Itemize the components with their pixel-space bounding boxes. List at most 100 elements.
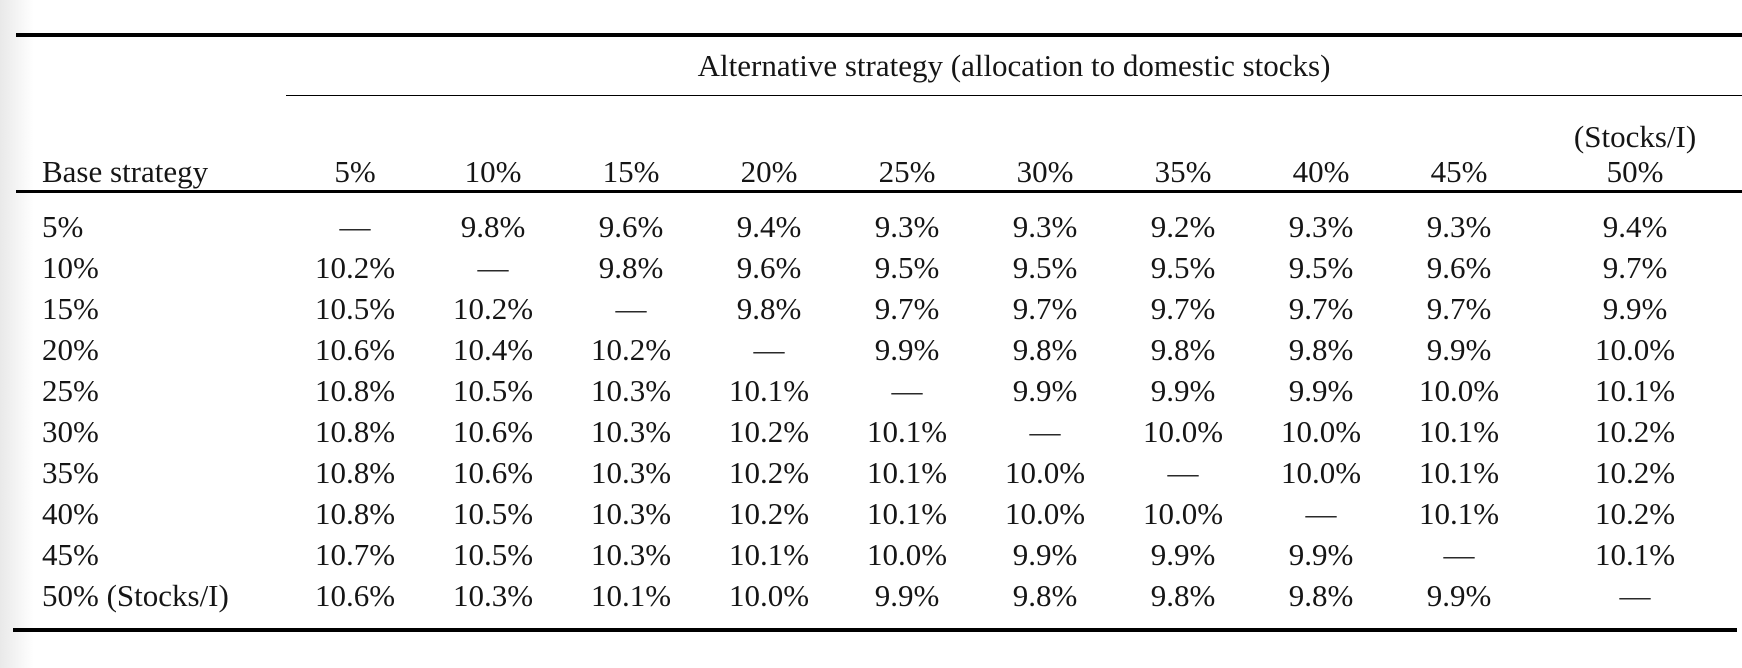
table-cell: 10.0% (1142, 495, 1224, 531)
table-cell: 9.6% (598, 208, 664, 244)
table-bottom-rule (13, 628, 1737, 632)
table-cell: 10.1% (866, 413, 948, 449)
table-cell: 10.6% (452, 454, 534, 490)
table-row: 35% 10.8% 10.6% 10.3% 10.2% 10.1% 10.0% — 10.0% 1… (16, 452, 1742, 493)
table-cell: 9.9% (1012, 536, 1078, 572)
table-cell: 9.9% (874, 577, 940, 613)
table-cell: 10.5% (452, 495, 534, 531)
column-header: 25% (878, 154, 936, 190)
column-header: 5% (334, 154, 376, 190)
table-cell: 9.8% (460, 208, 526, 244)
column-header-row: Base strategy 5% 10% 15% 20% 25% 30% 35%… (16, 96, 1742, 200)
table-cell: 10.5% (452, 536, 534, 572)
table-cell: 9.9% (1150, 536, 1216, 572)
table-cell: — (339, 208, 371, 244)
table-cell: 9.3% (874, 208, 940, 244)
table-cell: 10.2% (728, 495, 810, 531)
table-cell: 9.9% (1288, 372, 1354, 408)
row-label: 45% (42, 536, 99, 572)
table-cell: 10.5% (452, 372, 534, 408)
table-cell: 10.6% (314, 577, 396, 613)
table-cell: 10.0% (1142, 413, 1224, 449)
table-cell: 9.7% (1012, 290, 1078, 326)
table-cell: — (753, 331, 785, 367)
column-header: 45% (1430, 154, 1488, 190)
table-cell: 10.8% (314, 454, 396, 490)
column-header: 10% (464, 154, 522, 190)
row-label: 20% (42, 331, 99, 367)
table-cell: 10.1% (866, 454, 948, 490)
row-label: 15% (42, 290, 99, 326)
span-header-spacer (16, 37, 286, 96)
table-span-header: Alternative strategy (allocation to dome… (286, 37, 1742, 96)
table-cell: 10.2% (1595, 413, 1676, 449)
table-cell: 10.0% (866, 536, 948, 572)
row-label: 35% (42, 454, 99, 490)
table-top-rule (16, 33, 1742, 37)
table-cell: 9.8% (1150, 577, 1216, 613)
table-cell: 10.0% (1418, 372, 1500, 408)
table-cell: — (1443, 536, 1475, 572)
row-label: 5% (42, 208, 84, 244)
column-header-last-line2: 50% (1606, 154, 1664, 190)
table-cell: 10.7% (314, 536, 396, 572)
table-cell: 9.7% (1150, 290, 1216, 326)
table-cell: 10.2% (452, 290, 534, 326)
table-cell: 10.1% (1418, 413, 1500, 449)
table-cell: 9.9% (1602, 290, 1668, 326)
table-cell: 10.1% (1418, 495, 1500, 531)
table-cell: — (1305, 495, 1337, 531)
table-cell: 9.5% (1288, 249, 1354, 285)
table-cell: 9.9% (1012, 372, 1078, 408)
table-cell: 10.1% (590, 577, 672, 613)
table-cell: 10.2% (728, 454, 810, 490)
table-cell: 10.6% (452, 413, 534, 449)
table-cell: 10.2% (1595, 454, 1676, 490)
table-cell: 9.8% (736, 290, 802, 326)
table-cell: 9.2% (1150, 208, 1216, 244)
table-row: 50% (Stocks/I) 10.6% 10.3% 10.1% 10.0% 9.9% 9.… (16, 575, 1742, 616)
table-cell: 9.9% (1426, 331, 1492, 367)
table-cell: 10.3% (590, 413, 672, 449)
table-cell: 10.8% (314, 372, 396, 408)
table-cell: — (1619, 577, 1651, 613)
table-cell: 10.0% (728, 577, 810, 613)
row-label: 25% (42, 372, 99, 408)
table-cell: 9.8% (1012, 331, 1078, 367)
table-cell: 10.2% (314, 249, 396, 285)
table-cell: 9.4% (736, 208, 802, 244)
table-cell: 9.7% (1426, 290, 1492, 326)
table-row: 20% 10.6% 10.4% 10.2% — 9.9% 9.8% 9.8% 9.8% 9.9% 1… (16, 329, 1742, 370)
table-cell: 10.0% (1280, 454, 1362, 490)
column-header: 20% (740, 154, 798, 190)
table-cell: 10.6% (314, 331, 396, 367)
table-cell: 9.4% (1602, 208, 1668, 244)
table-cell: 9.3% (1012, 208, 1078, 244)
table-cell: 10.4% (452, 331, 534, 367)
table-header-rule (16, 190, 1742, 193)
table-cell: 9.9% (1426, 577, 1492, 613)
table-cell: 9.7% (1602, 249, 1668, 285)
table-cell: 9.8% (1150, 331, 1216, 367)
row-label: 30% (42, 413, 99, 449)
table-cell: 10.3% (452, 577, 534, 613)
column-header: 15% (602, 154, 660, 190)
table-cell: 10.8% (314, 413, 396, 449)
table-cell: 10.3% (590, 454, 672, 490)
table-cell: 10.1% (728, 372, 810, 408)
table-row: 5% — 9.8% 9.6% 9.4% 9.3% 9.3% 9.2% 9.3% 9.3% 9.4% (16, 199, 1742, 247)
table-cell: 10.0% (1280, 413, 1362, 449)
column-header: 40% (1292, 154, 1350, 190)
table-cell: 10.1% (1418, 454, 1500, 490)
table-cell: 10.3% (590, 495, 672, 531)
table-head: Alternative strategy (allocation to dome… (16, 37, 1742, 199)
table-cell: 9.3% (1426, 208, 1492, 244)
column-header: 30% (1016, 154, 1074, 190)
table-cell: 9.6% (736, 249, 802, 285)
column-header-last: (Stocks/I) 50% (1528, 96, 1742, 200)
table-cell: 9.7% (874, 290, 940, 326)
table-cell: 10.8% (314, 495, 396, 531)
table-cell: 10.3% (590, 372, 672, 408)
column-header: 35% (1154, 154, 1212, 190)
